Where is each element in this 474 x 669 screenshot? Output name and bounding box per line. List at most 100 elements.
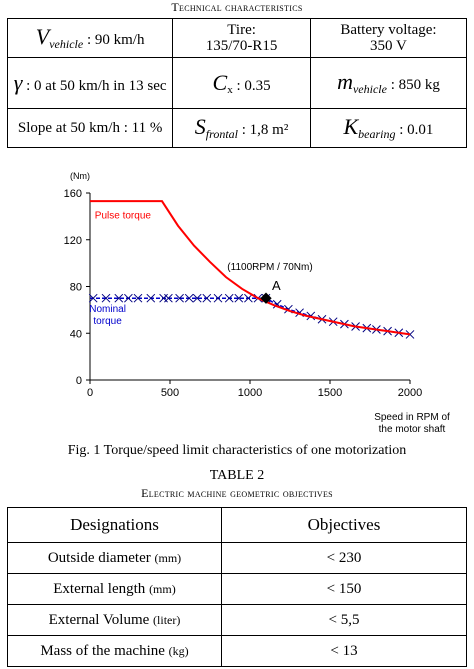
designation-cell: Mass of the machine (kg) — [7, 635, 222, 667]
table-row: Mass of the machine (kg) < 13 — [7, 635, 467, 667]
nominal-cross-marker — [164, 293, 173, 303]
designation-name: Mass of the machine — [40, 642, 165, 659]
nominal-cross-marker — [213, 293, 223, 303]
gamma-symbol: γ — [13, 70, 23, 95]
designation-name: External length — [53, 580, 146, 597]
cx-subscript: x — [227, 84, 233, 96]
y-tick-label: 0 — [76, 375, 82, 387]
frontal-area-cell: Sfrontal : 1,8 m² — [172, 108, 311, 148]
designation-name: External Volume — [48, 611, 150, 628]
table-row: γ : 0 at 50 km/h in 13 sec Cx : 0.35 mve… — [6, 57, 468, 109]
tire-label: Tire: — [227, 22, 256, 38]
tire-value: 135/70-R15 — [205, 38, 278, 54]
objective-cell: < 5,5 — [221, 604, 467, 636]
v-subscript: vehicle — [49, 37, 84, 51]
table-row: External length (mm) < 150 — [7, 573, 467, 605]
nominal-cross-marker — [405, 330, 415, 339]
nominal-torque-line — [90, 297, 411, 336]
nominal-cross-marker — [244, 293, 253, 303]
designation-cell: External length (mm) — [7, 573, 222, 605]
nominal-cross-marker — [234, 293, 244, 303]
k-value: : 0.01 — [395, 122, 434, 138]
m-value: : 850 kg — [386, 77, 440, 93]
nominal-torque-label-line2: torque — [93, 316, 122, 327]
tire-cell: Tire: 135/70-R15 — [172, 18, 311, 58]
designation-name: Outside diameter — [47, 549, 151, 566]
s-subscript: frontal — [205, 127, 239, 141]
gamma-value: : 0 at 50 km/h in 13 sec — [22, 78, 167, 94]
battery-value: 350 V — [370, 38, 407, 54]
nominal-cross-marker — [101, 293, 111, 303]
x-axis-label-line2: the motor shaft — [379, 424, 446, 435]
mass-cell: mvehicle : 850 kg — [309, 57, 468, 109]
acceleration-cell: γ : 0 at 50 km/h in 13 sec — [6, 57, 174, 109]
table-row: External Volume (liter) < 5,5 — [7, 604, 467, 636]
y-tick-label: 40 — [70, 328, 82, 340]
nominal-cross-marker — [184, 293, 194, 303]
objective-cell: < 13 — [221, 635, 467, 667]
table2-title: TABLE 2 — [209, 468, 265, 483]
x-tick-label: 2000 — [398, 387, 422, 399]
geometric-objectives-table: Designations Objectives Outside diameter… — [7, 507, 467, 667]
m-subscript: vehicle — [352, 82, 387, 96]
designation-unit: (mm) — [149, 581, 176, 596]
s-symbol: S — [194, 114, 206, 139]
slope-cell: Slope at 50 km/h : 11 % — [6, 108, 174, 148]
objective-cell: < 230 — [221, 542, 467, 574]
nominal-cross-marker — [224, 293, 234, 303]
nominal-cross-marker — [114, 293, 124, 303]
header-objectives: Objectives — [221, 507, 467, 543]
torque-speed-chart: 0 40 80 120 160 0 500 1000 1500 2000 (Nm) Speed in … — [64, 171, 450, 435]
table-row: Vvehicle : 90 km/h Tire: 135/70-R15 Batt… — [6, 18, 468, 58]
cx-symbol: C — [212, 70, 228, 95]
s-value: : 1,8 m² — [238, 122, 289, 138]
battery-cell: Battery voltage: 350 V — [309, 18, 468, 58]
battery-label: Battery voltage: — [340, 22, 437, 38]
table2-subtitle: Electric machine geometric objectives — [141, 486, 333, 500]
y-tick-label: 160 — [64, 188, 82, 200]
m-symbol: m — [337, 69, 353, 94]
nominal-torque-label: Nominal — [89, 304, 126, 315]
k-symbol: K — [343, 114, 359, 139]
pulse-torque-label: Pulse torque — [95, 211, 152, 222]
designation-cell: External Volume (liter) — [7, 604, 222, 636]
nominal-cross-marker — [202, 293, 212, 303]
table-header-row: Designations Objectives — [7, 507, 467, 543]
nominal-cross-marker — [159, 293, 168, 303]
point-a-label: A — [272, 278, 281, 293]
k-subscript: bearing — [358, 127, 396, 141]
point-a-coordinates: (1100RPM / 70Nm) — [227, 262, 312, 273]
nominal-cross-marker — [124, 293, 133, 303]
nominal-cross-marker — [146, 293, 156, 303]
x-tick-label: 1500 — [318, 387, 342, 399]
cx-cell: Cx : 0.35 — [172, 57, 311, 109]
v-value: : 90 km/h — [83, 32, 145, 48]
nominal-cross-marker — [133, 293, 143, 303]
technical-characteristics-table: Vvehicle : 90 km/h Tire: 135/70-R15 Batt… — [6, 18, 468, 148]
nominal-cross-marker — [175, 293, 184, 303]
point-a-marker — [260, 292, 272, 304]
cx-value: : 0.35 — [232, 78, 271, 94]
x-tick-label: 1000 — [238, 387, 262, 399]
pulse-torque-line — [90, 200, 411, 336]
nominal-cross-marker — [88, 293, 98, 303]
bearing-cell: Kbearing : 0.01 — [309, 108, 468, 148]
designation-cell: Outside diameter (mm) — [7, 542, 222, 574]
header-designations: Designations — [7, 507, 222, 543]
y-tick-label: 80 — [70, 282, 82, 294]
figure-caption: Fig. 1 Torque/speed limit characteristic… — [67, 443, 407, 458]
table-row: Outside diameter (mm) < 230 — [7, 542, 467, 574]
objective-cell: < 150 — [221, 573, 467, 605]
vehicle-speed-cell: Vvehicle : 90 km/h — [6, 18, 174, 58]
x-tick-label: 500 — [161, 387, 179, 399]
x-tick-label: 0 — [87, 387, 93, 399]
table1-caption: Technical characteristics — [171, 0, 303, 14]
designation-unit: (mm) — [154, 550, 182, 565]
x-axis-label: Speed in RPM of — [374, 412, 450, 423]
y-axis-label: (Nm) — [70, 171, 90, 181]
v-symbol: V — [35, 24, 50, 49]
designation-unit: (liter) — [153, 612, 181, 627]
y-tick-label: 120 — [64, 235, 82, 247]
nominal-cross-marker — [192, 293, 202, 303]
designation-unit: (kg) — [168, 643, 189, 658]
